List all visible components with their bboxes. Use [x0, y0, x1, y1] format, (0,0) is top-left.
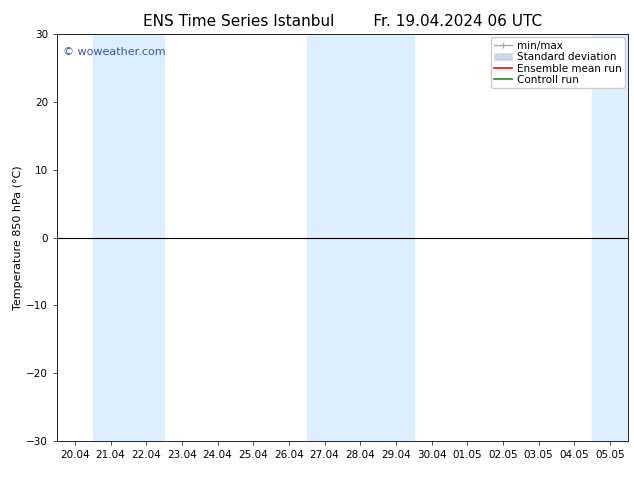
Legend: min/max, Standard deviation, Ensemble mean run, Controll run: min/max, Standard deviation, Ensemble me… — [491, 37, 624, 88]
Bar — [307, 34, 413, 441]
Title: ENS Time Series Istanbul        Fr. 19.04.2024 06 UTC: ENS Time Series Istanbul Fr. 19.04.2024 … — [143, 14, 542, 29]
Text: © woweather.com: © woweather.com — [63, 47, 165, 56]
Bar — [93, 34, 164, 441]
Y-axis label: Temperature 850 hPa (°C): Temperature 850 hPa (°C) — [13, 165, 23, 310]
Bar — [592, 34, 628, 441]
